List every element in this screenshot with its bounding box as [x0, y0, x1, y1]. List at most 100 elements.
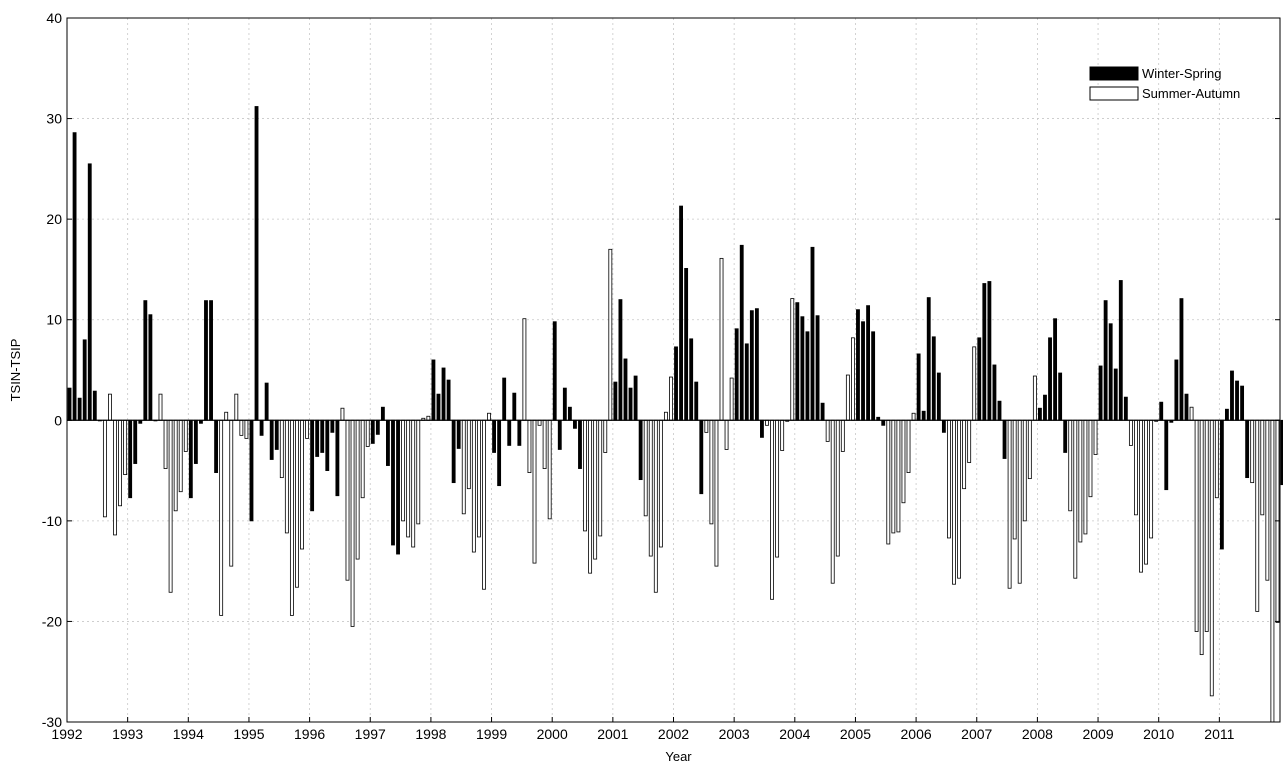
- bar-summer-autumn: [709, 419, 714, 525]
- bar-summer-autumn: [1088, 419, 1093, 498]
- bar-winter-spring: [1002, 419, 1007, 459]
- bar-summer-autumn: [608, 248, 613, 421]
- bar-summer-autumn: [537, 419, 542, 426]
- bar-summer-autumn: [962, 419, 967, 490]
- bar-winter-spring: [431, 359, 436, 421]
- bar-winter-spring: [386, 419, 390, 466]
- bar-winter-spring: [1053, 318, 1058, 421]
- bar-summer-autumn: [163, 419, 168, 469]
- bar-summer-autumn: [466, 419, 471, 490]
- bar-winter-spring: [502, 377, 507, 421]
- bar-summer-autumn: [411, 419, 416, 548]
- bar-summer-autumn: [461, 419, 466, 515]
- bar-winter-spring: [1245, 419, 1250, 479]
- bar-summer-autumn: [1078, 419, 1083, 543]
- bar-summer-autumn: [1260, 419, 1265, 516]
- bar-winter-spring: [1225, 408, 1229, 421]
- bar-winter-spring: [992, 364, 997, 421]
- bar-winter-spring: [375, 419, 380, 435]
- x-tick-label: 1993: [112, 726, 143, 742]
- bar-summer-autumn: [775, 419, 780, 558]
- bar-summer-autumn: [482, 419, 486, 590]
- bar-summer-autumn: [244, 419, 249, 439]
- bar-summer-autumn: [1270, 419, 1275, 723]
- bar-winter-spring: [1038, 407, 1042, 421]
- bar-summer-autumn: [1265, 419, 1270, 581]
- bar-summer-autumn: [279, 419, 284, 479]
- bar-winter-spring: [517, 419, 522, 446]
- x-tick-label: 2011: [1204, 726, 1234, 742]
- bar-winter-spring: [856, 309, 860, 421]
- bar-summer-autumn: [229, 419, 234, 567]
- bar-winter-spring: [1063, 419, 1068, 453]
- bar-summer-autumn: [1027, 419, 1032, 480]
- bar-summer-autumn: [401, 419, 406, 522]
- bar-winter-spring: [325, 419, 330, 471]
- bar-summer-autumn: [118, 419, 122, 507]
- bar-summer-autumn: [183, 419, 188, 452]
- bar-summer-autumn: [234, 393, 239, 421]
- bar-summer-autumn: [1128, 419, 1133, 446]
- bar-winter-spring: [82, 339, 87, 421]
- bar-summer-autumn: [643, 419, 648, 517]
- bar-summer-autumn: [360, 419, 365, 499]
- bar-winter-spring: [562, 387, 567, 421]
- x-tick-label: 1992: [51, 726, 82, 742]
- bar-winter-spring: [87, 163, 92, 421]
- bar-winter-spring: [1048, 337, 1052, 421]
- bar-winter-spring: [997, 400, 1002, 421]
- bar-winter-spring: [916, 353, 921, 421]
- bar-summer-autumn: [1073, 419, 1078, 579]
- bar-winter-spring: [128, 419, 133, 499]
- x-tick-label: 2007: [961, 726, 992, 742]
- x-axis-ticks: 1992 1993 1994 1995 1996 1997 1998 1999 2000 2001…: [51, 717, 1235, 742]
- bar-summer-autumn: [765, 419, 769, 426]
- bar-summer-autumn: [770, 419, 774, 600]
- bar-winter-spring: [315, 419, 320, 457]
- bar-winter-spring: [810, 246, 815, 421]
- y-tick-label: 40: [46, 10, 62, 26]
- bar-winter-spring: [391, 419, 395, 546]
- bar-summer-autumn: [840, 419, 845, 452]
- bar-winter-spring: [618, 299, 623, 421]
- bar-summer-autumn: [891, 419, 896, 534]
- grid-lines: [67, 18, 1280, 722]
- x-tick-label: 2006: [901, 726, 932, 742]
- bar-winter-spring: [941, 419, 946, 433]
- bar-summer-autumn: [952, 419, 956, 585]
- bar-summer-autumn: [729, 377, 734, 421]
- bar-winter-spring: [396, 419, 400, 555]
- bar-summer-autumn: [1214, 419, 1219, 499]
- bar-winter-spring: [795, 302, 800, 421]
- bar-winter-spring: [264, 382, 269, 421]
- bar-summer-autumn: [1250, 419, 1255, 484]
- x-tick-label: 2008: [1022, 726, 1053, 742]
- bar-winter-spring: [623, 358, 628, 421]
- bar-winter-spring: [67, 387, 72, 421]
- bar-winter-spring: [335, 419, 340, 497]
- bar-winter-spring: [1179, 298, 1184, 421]
- bar-summer-autumn: [790, 298, 795, 421]
- bar-summer-autumn: [102, 419, 107, 518]
- bar-summer-autumn: [1144, 419, 1148, 565]
- x-tick-label: 1995: [233, 726, 264, 742]
- bar-summer-autumn: [522, 318, 527, 421]
- bar-winter-spring: [451, 419, 456, 484]
- bar-summer-autumn: [658, 419, 663, 548]
- x-axis-label: Year: [665, 749, 692, 764]
- bar-winter-spring: [512, 392, 517, 421]
- bar-winter-spring: [1113, 368, 1118, 421]
- bar-winter-spring: [1219, 419, 1224, 550]
- bar-winter-spring: [613, 381, 618, 421]
- bar-winter-spring: [446, 379, 451, 421]
- bar-winter-spring: [456, 419, 461, 449]
- bar-winter-spring: [552, 321, 557, 421]
- bar-winter-spring: [249, 419, 254, 522]
- bar-winter-spring: [507, 419, 512, 446]
- bar-summer-autumn: [906, 419, 911, 473]
- bar-winter-spring: [77, 397, 82, 421]
- bar-winter-spring: [931, 336, 936, 421]
- bar-winter-spring: [133, 419, 138, 464]
- x-tick-label: 2010: [1143, 726, 1174, 742]
- bar-summer-autumn: [295, 419, 299, 588]
